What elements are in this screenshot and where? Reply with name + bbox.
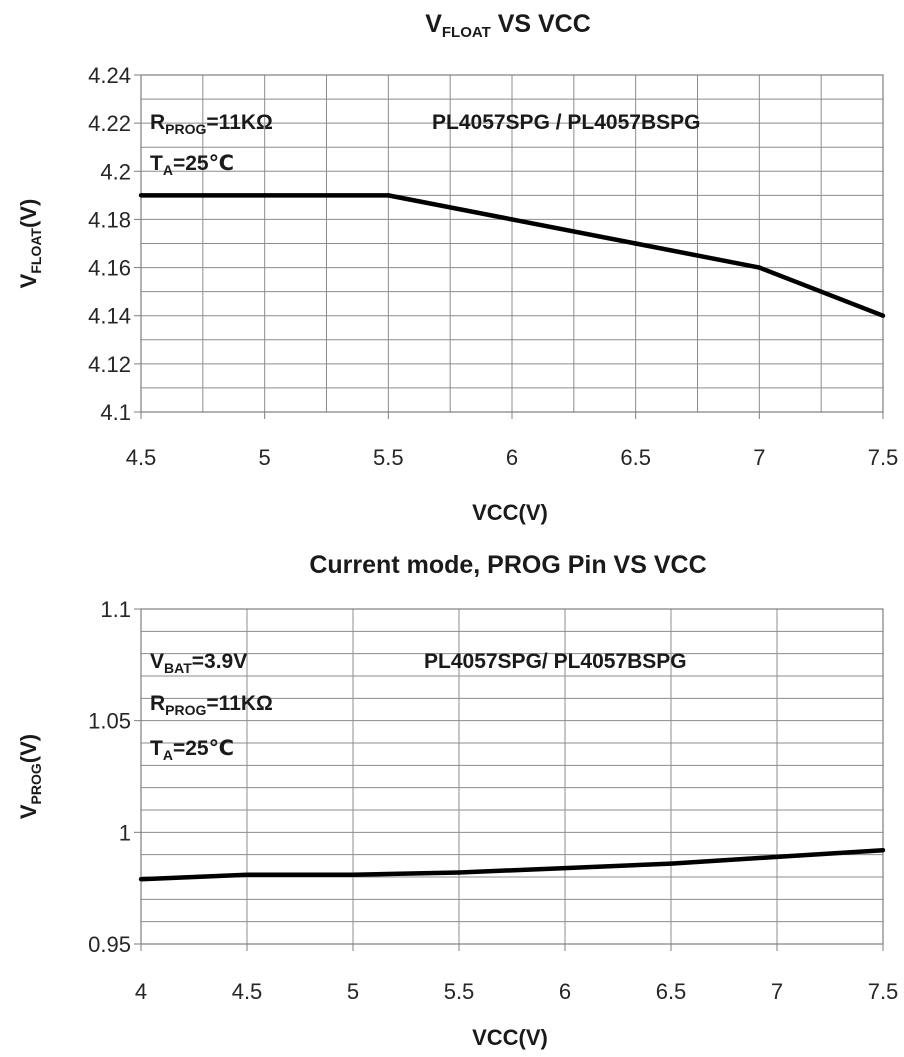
data-point xyxy=(456,870,462,875)
y-tick-label: 4.24 xyxy=(88,63,131,88)
y-tick-label: 4.14 xyxy=(88,304,131,329)
data-point xyxy=(757,265,762,270)
chart-title: Current mode, PROG Pin VS VCC xyxy=(309,551,706,579)
y-tick-label: 1.1 xyxy=(100,597,131,622)
data-point xyxy=(509,217,515,222)
x-tick-label: 6.5 xyxy=(620,445,651,470)
plot-area xyxy=(141,609,883,944)
x-tick-label: 7 xyxy=(753,445,765,470)
data-point xyxy=(262,193,267,198)
data-point xyxy=(668,861,674,866)
x-tick-label: 7.5 xyxy=(868,445,899,470)
data-point xyxy=(138,193,144,198)
y-tick-label: 4.1 xyxy=(100,400,131,425)
y-tick-label: 1 xyxy=(119,820,131,845)
data-point xyxy=(562,865,568,871)
data-point xyxy=(880,313,886,318)
chart-annotation: RPROG=11KΩ xyxy=(150,111,273,137)
y-tick-label: 4.16 xyxy=(88,256,131,281)
plot-frame xyxy=(140,608,884,945)
y-tick-label: 1.05 xyxy=(88,709,131,734)
x-tick-label: 5.5 xyxy=(444,979,475,1004)
chart-annotation: TA=25℃ xyxy=(150,737,234,763)
y-tick-label: 4.2 xyxy=(100,159,131,184)
y-tick-label: 4.22 xyxy=(88,111,131,136)
x-tick-label: 6 xyxy=(506,445,518,470)
chart-title: VFLOAT VS VCC xyxy=(425,10,591,41)
data-point xyxy=(880,848,886,853)
y-axis-title: VFLOAT(V) xyxy=(16,199,44,289)
x-tick-label: 7.5 xyxy=(868,979,899,1004)
float-voltage-chart: VFLOAT VS VCC 4.1 4.12 4.14 4.16 4.18 4.2 4.22 4… xyxy=(16,10,898,525)
chart-annotation: VBAT=3.9V xyxy=(150,650,247,676)
y-tick-label: 4.18 xyxy=(88,207,131,232)
x-axis-title: VCC(V) xyxy=(472,1025,548,1050)
chart-annotation: PL4057SPG / PL4057BSPG xyxy=(432,111,700,134)
x-tick-label: 6 xyxy=(559,979,571,1004)
data-point xyxy=(138,877,144,882)
data-point xyxy=(244,872,250,877)
x-tick-label: 7 xyxy=(771,979,783,1004)
x-tick-label: 4.5 xyxy=(232,979,263,1004)
x-tick-label: 5 xyxy=(259,445,271,470)
data-point xyxy=(350,872,356,877)
x-axis-title: VCC(V) xyxy=(472,500,548,525)
x-tick-label: 5.5 xyxy=(373,445,404,470)
chart-annotation: RPROG=11KΩ xyxy=(150,692,273,718)
y-tick-label: 4.12 xyxy=(88,352,131,377)
x-tick-label: 4.5 xyxy=(126,445,157,470)
y-tick-label: 0.95 xyxy=(88,932,131,957)
data-series-line xyxy=(140,847,884,882)
data-point xyxy=(774,854,780,860)
chart-annotation: TA=25℃ xyxy=(150,152,234,178)
x-tick-label: 6.5 xyxy=(656,979,687,1004)
chart-annotation: PL4057SPG/ PL4057BSPG xyxy=(424,650,687,673)
data-point xyxy=(386,193,391,198)
y-axis-title: VPROG(V) xyxy=(16,734,44,819)
prog-pin-voltage-chart: Current mode, PROG Pin VS VCC 0.95 1 1.05 1.… xyxy=(16,551,898,1050)
data-point xyxy=(633,241,638,246)
x-tick-label: 5 xyxy=(347,979,359,1004)
x-tick-label: 4 xyxy=(135,979,147,1004)
